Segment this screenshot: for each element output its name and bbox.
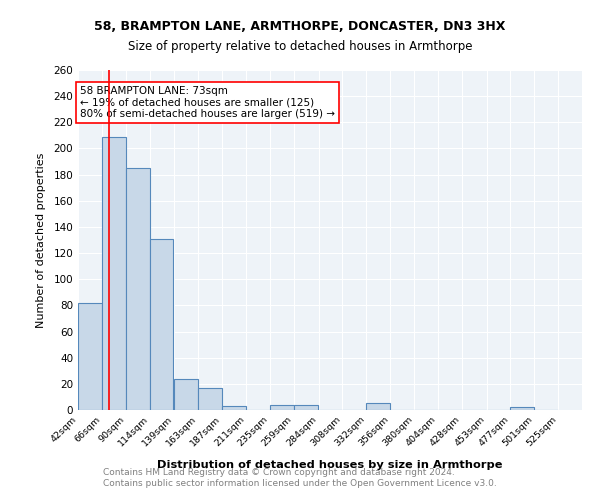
- Bar: [222, 406, 246, 410]
- Bar: [270, 405, 294, 410]
- Bar: [175, 378, 198, 410]
- Text: 58, BRAMPTON LANE, ARMTHORPE, DONCASTER, DN3 3HX: 58, BRAMPTON LANE, ARMTHORPE, DONCASTER,…: [94, 20, 506, 33]
- Text: 58 BRAMPTON LANE: 73sqm
← 19% of detached houses are smaller (125)
80% of semi-d: 58 BRAMPTON LANE: 73sqm ← 19% of detache…: [80, 86, 335, 119]
- Bar: [102, 136, 126, 410]
- Text: Contains HM Land Registry data © Crown copyright and database right 2024.
Contai: Contains HM Land Registry data © Crown c…: [103, 468, 497, 487]
- Bar: [198, 388, 222, 410]
- Bar: [294, 405, 317, 410]
- Bar: [149, 238, 173, 410]
- Bar: [126, 168, 149, 410]
- X-axis label: Distribution of detached houses by size in Armthorpe: Distribution of detached houses by size …: [157, 460, 503, 469]
- Bar: [78, 303, 102, 410]
- Bar: [511, 408, 534, 410]
- Bar: [366, 404, 390, 410]
- Text: Size of property relative to detached houses in Armthorpe: Size of property relative to detached ho…: [128, 40, 472, 53]
- Y-axis label: Number of detached properties: Number of detached properties: [37, 152, 46, 328]
